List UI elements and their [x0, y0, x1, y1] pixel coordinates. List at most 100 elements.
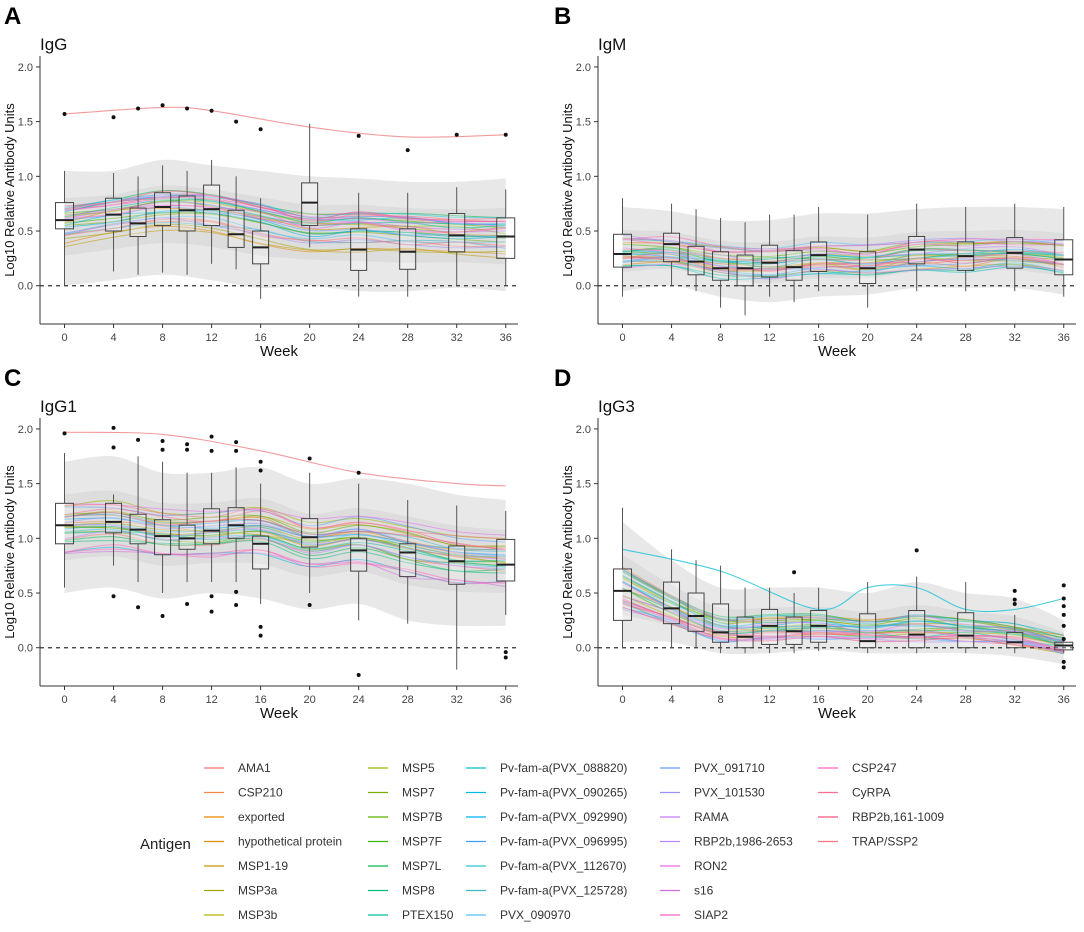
antigen-trend-line — [64, 217, 506, 249]
boxplot-week-28 — [399, 500, 417, 624]
boxplot-week-36 — [1054, 206, 1074, 297]
legend-label: Pv-fam-a(PVX_088820) — [500, 761, 627, 775]
legend-label: Pv-fam-a(PVX_112670) — [500, 859, 627, 873]
legend-item: PVX_091710 — [660, 761, 765, 775]
antigen-trend-line — [64, 215, 506, 243]
legend-item: RON2 — [660, 859, 728, 873]
antigen-trend-line — [622, 580, 1064, 642]
panel-letter: C — [4, 365, 21, 392]
y-tick-label: 1.5 — [576, 117, 591, 129]
x-tick-label: 0 — [619, 332, 625, 344]
panel-title: IgG — [40, 35, 67, 54]
outlier-point — [136, 437, 141, 442]
y-tick-label: 1.0 — [576, 533, 591, 545]
boxplot-week-24 — [908, 548, 926, 654]
boxplot-week-12 — [761, 214, 779, 297]
legend-item: PVX_101530 — [660, 786, 765, 800]
boxplot-week-4 — [663, 203, 681, 286]
box-iqr — [496, 538, 516, 582]
y-tick-label: 1.0 — [18, 171, 33, 183]
legend-label: MSP8 — [402, 884, 435, 898]
boxplot-week-12 — [203, 434, 221, 614]
panel-letter: A — [4, 3, 21, 30]
outlier-point — [1061, 596, 1066, 601]
x-tick-label: 36 — [500, 332, 512, 344]
legend-item: TRAP/SSP2 — [818, 835, 918, 849]
legend-item: MSP1-19 — [204, 859, 288, 873]
outlier-point — [454, 132, 459, 137]
legend-label: MSP1-19 — [238, 859, 288, 873]
boxplot-week-10 — [736, 222, 754, 316]
antigen-trend-line — [64, 210, 506, 240]
outlier-point — [111, 115, 116, 120]
y-tick-label: 0.5 — [576, 588, 591, 600]
outlier-point — [209, 434, 214, 439]
boxplot-week-32 — [448, 505, 466, 670]
legend-item: MSP7L — [368, 859, 442, 873]
legend-label: Pv-fam-a(PVX_125728) — [500, 884, 627, 898]
outlier-point — [234, 119, 239, 124]
y-tick-label: 2.0 — [576, 62, 591, 74]
boxplot-week-14 — [227, 440, 245, 608]
legend-label: AMA1 — [238, 761, 271, 775]
legend-item: MSP3b — [204, 908, 278, 922]
x-tick-label: 20 — [862, 694, 874, 706]
x-tick-label: 16 — [254, 694, 266, 706]
outlier-point — [1061, 659, 1066, 664]
y-tick-label: 2.0 — [576, 424, 591, 436]
outlier-point — [234, 440, 239, 445]
boxplot-week-12 — [203, 108, 221, 264]
box-iqr — [736, 616, 754, 649]
panel-title: IgG3 — [598, 397, 635, 416]
antigen-trend-line-highlight — [64, 106, 506, 138]
boxplot-week-8 — [712, 217, 730, 308]
box-iqr — [761, 244, 779, 278]
outlier-point — [1012, 601, 1017, 606]
x-tick-label: 12 — [205, 694, 217, 706]
boxplot-week-16 — [810, 206, 828, 292]
box-iqr — [859, 613, 877, 649]
outlier-point — [307, 603, 312, 608]
legend-item: RBP2b,1986-2653 — [660, 835, 793, 849]
boxplot-week-4 — [663, 549, 681, 648]
legend-item: SIAP2 — [660, 908, 728, 922]
boxplot-week-36 — [496, 132, 516, 286]
box-iqr — [810, 241, 828, 272]
antigen-trend-line — [64, 513, 506, 551]
outlier-point — [1061, 623, 1066, 628]
outlier-point — [136, 605, 141, 610]
panel-title: IgG1 — [40, 397, 77, 416]
box-iqr — [448, 545, 466, 585]
box-iqr — [663, 232, 681, 263]
boxplot-week-0 — [613, 198, 633, 297]
box-iqr — [301, 518, 319, 548]
x-tick-label: 32 — [1009, 332, 1021, 344]
x-axis-label: Week — [818, 343, 857, 360]
outlier-point — [258, 624, 263, 629]
boxplot-week-6 — [129, 437, 147, 610]
box-iqr — [736, 254, 754, 287]
boxplot-week-36 — [496, 510, 516, 660]
legend-label: PTEX150 — [402, 908, 454, 922]
panel-B: B IgM 0.0 0.5 1.0 1.5 2.0 0 4 8 12 16 20 24 28 32 36 Week… — [554, 3, 1076, 360]
x-tick-label: 16 — [254, 332, 266, 344]
box-iqr — [1006, 631, 1024, 649]
antigen-trend-line — [64, 540, 506, 574]
outlier-point — [1061, 583, 1066, 588]
legend-item: Pv-fam-a(PVX_096995) — [466, 835, 627, 849]
x-tick-label: 36 — [1058, 694, 1070, 706]
antigen-trend-line — [64, 516, 506, 557]
antigen-trend-line — [64, 531, 506, 567]
antigen-trend-line — [64, 525, 506, 562]
x-tick-label: 12 — [763, 332, 775, 344]
antigen-trend-line — [622, 581, 1064, 643]
outlier-point — [160, 438, 165, 443]
legend-label: hypothetical protein — [238, 835, 342, 849]
outlier-point — [356, 133, 361, 138]
boxplot-week-32 — [1006, 588, 1024, 654]
boxplot-week-24 — [908, 203, 926, 292]
legend-label: MSP3a — [238, 884, 278, 898]
y-tick-label: 2.0 — [18, 424, 33, 436]
outlier-point — [405, 148, 410, 153]
x-tick-label: 28 — [402, 332, 414, 344]
